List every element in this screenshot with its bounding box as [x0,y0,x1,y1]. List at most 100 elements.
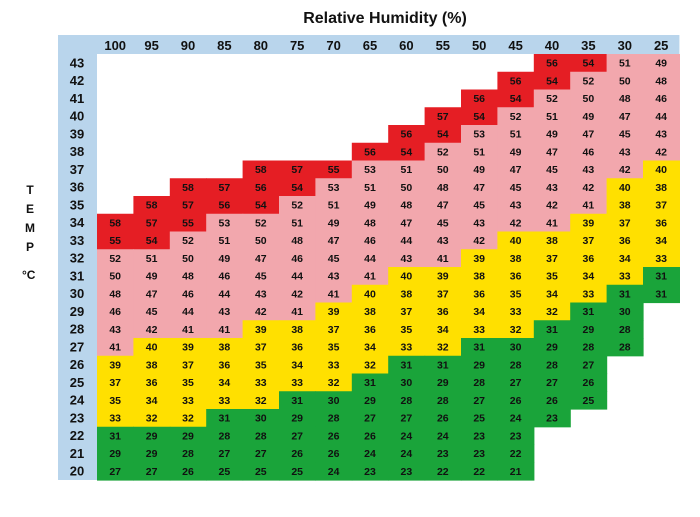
heat-cell-value: 44 [182,306,194,318]
heat-cell [424,284,462,304]
heat-cell [97,462,134,481]
heat-cell-value: 42 [583,182,595,194]
temperature-tick: 23 [70,410,84,425]
heat-cell-value: 37 [437,288,449,300]
heat-cell [606,231,644,250]
heat-cell [351,426,389,446]
heat-cell [351,213,389,233]
heat-cell-value: 24 [437,430,449,442]
heat-cell-value: 46 [583,146,595,158]
heat-cell-value: 30 [255,413,267,425]
humidity-tick: 35 [581,38,595,53]
heat-cell [497,355,535,375]
heat-cell-value: 43 [583,164,595,176]
heat-cell-value: 22 [510,448,522,460]
heat-cell-value: 26 [328,448,340,460]
heat-cell [133,409,171,428]
heat-cell [279,426,316,446]
heat-cell [533,54,571,73]
heat-cell-value: 31 [546,324,558,336]
heat-cell [279,178,316,197]
heat-cell [97,391,134,410]
heat-cell [169,231,207,250]
heat-cell-value: 29 [364,395,376,407]
heat-cell-value: 26 [364,430,376,442]
heat-cell [461,178,498,197]
heat-cell-value: 46 [291,253,303,265]
heat-cell [97,213,134,233]
heat-cell-value: 47 [401,217,413,229]
heat-cell [388,284,426,304]
heat-cell [206,231,244,250]
heat-cell [461,391,498,410]
heat-cell [570,231,608,250]
heat-cell-value: 34 [146,395,158,407]
heat-cell [570,54,608,73]
heat-cell [133,391,171,410]
heat-cell-value: 36 [146,377,158,389]
humidity-tick: 75 [290,38,304,53]
heat-cell-value: 22 [437,466,449,478]
heat-cell-value: 25 [473,413,485,425]
heat-cell [388,249,426,268]
heat-cell [169,213,207,233]
heat-cell [497,284,535,304]
heat-cell [388,409,426,428]
heat-cell-value: 56 [510,75,522,87]
heat-cell [461,373,498,392]
heat-cell [533,89,571,108]
heat-cell [388,426,426,446]
humidity-tick: 25 [654,38,668,53]
humidity-tick: 80 [254,38,268,53]
heat-cell-value: 48 [401,200,413,212]
heat-cell [533,178,571,197]
heat-cell-value: 28 [546,359,558,371]
heat-cell-value: 33 [291,377,303,389]
heat-cell-value: 33 [255,377,267,389]
heat-cell [97,338,134,357]
humidity-ticks: 100 95 90 85 80 75 70 65 60 55 50 45 40 35 30 25 [104,38,668,53]
heat-cell-value: 50 [401,182,413,194]
heat-cell [643,54,680,73]
heat-cell-value: 26 [328,430,340,442]
heat-cell [497,71,535,91]
heat-cell-value: 56 [255,182,267,194]
heat-cell [570,89,608,108]
heat-cell-value: 29 [182,430,194,442]
heat-cell-value: 49 [655,58,667,70]
heat-cell [570,213,608,233]
heat-cell-value: 33 [109,413,121,425]
heat-cell [97,284,134,304]
heat-cell-value: 54 [546,75,558,87]
heat-cell-value: 34 [619,253,631,265]
heat-cell [351,391,389,410]
heat-cell [497,249,535,268]
heat-cell-value: 35 [546,271,558,283]
heat-cell [388,213,426,233]
heat-cell [315,355,353,375]
heat-cell-value: 23 [510,430,522,442]
heat-cell-value: 29 [291,413,303,425]
temperature-tick: 34 [70,215,85,230]
heat-cell-value: 31 [109,430,121,442]
heat-cell-value: 41 [219,324,231,336]
heat-cell [388,142,426,162]
heat-cell-value: 34 [546,288,558,300]
heat-cell-value: 50 [619,75,631,87]
heat-cell [643,142,680,162]
heat-cell [169,338,207,357]
heat-cell [169,462,207,481]
heat-cell-value: 51 [364,182,376,194]
heat-cell [461,231,498,250]
heat-cell [643,213,680,233]
heat-cell [206,302,244,321]
heat-cell-value: 56 [546,58,558,70]
temperature-tick: 22 [70,428,84,443]
heat-cell-value: 30 [328,395,340,407]
heat-cell [279,373,316,392]
heat-cell-value: 57 [219,182,231,194]
heat-cell-value: 33 [328,359,340,371]
heat-cell [461,267,498,286]
heat-cell-value: 42 [291,288,303,300]
heat-cell [606,249,644,268]
